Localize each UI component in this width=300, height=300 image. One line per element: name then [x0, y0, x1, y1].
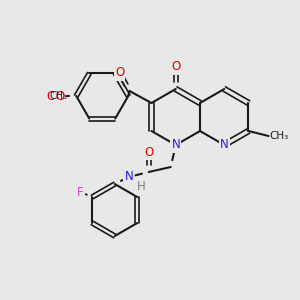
Text: CH₃: CH₃	[269, 131, 289, 141]
Text: N: N	[220, 139, 229, 152]
Text: O: O	[171, 61, 180, 74]
Text: O: O	[144, 146, 153, 158]
Text: O: O	[56, 89, 65, 103]
Text: CH₃: CH₃	[49, 91, 68, 101]
Text: O: O	[46, 89, 56, 103]
Text: H: H	[136, 181, 145, 194]
Text: F: F	[77, 185, 83, 199]
Text: O: O	[115, 67, 124, 80]
Text: O: O	[56, 89, 65, 103]
Text: N: N	[124, 170, 133, 184]
Text: N: N	[171, 139, 180, 152]
